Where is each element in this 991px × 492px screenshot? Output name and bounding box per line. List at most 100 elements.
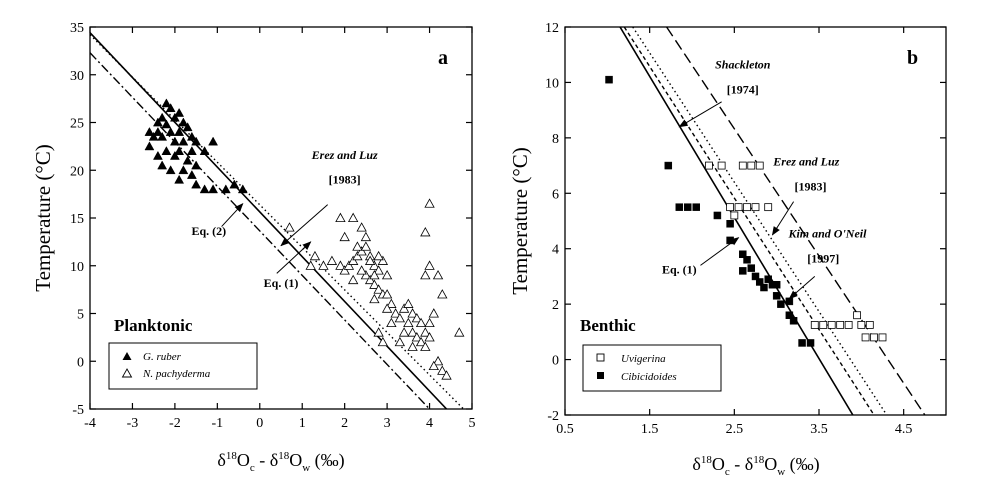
y-tick-label: 5 — [77, 308, 84, 323]
point-g-ruber — [157, 160, 168, 170]
point-cibicidoides — [789, 317, 798, 325]
point-g-ruber — [152, 150, 163, 160]
x-tick-label: 1 — [299, 416, 306, 431]
point-n-pachyderma — [428, 360, 439, 371]
point-g-ruber — [174, 127, 185, 136]
panel-b-points — [605, 75, 887, 347]
point-n-pachyderma — [420, 269, 431, 280]
point-g-ruber — [191, 136, 202, 146]
point-cibicidoides — [751, 272, 760, 281]
point-uvigerina — [747, 161, 756, 170]
point-n-pachyderma — [424, 260, 435, 270]
point-g-ruber — [144, 127, 155, 136]
point-uvigerina — [827, 321, 836, 329]
point-g-ruber — [208, 136, 219, 146]
line-shackleton-1974 — [666, 27, 926, 415]
point-n-pachyderma — [352, 241, 363, 251]
point-n-pachyderma — [415, 336, 427, 347]
point-cibicidoides — [747, 264, 756, 272]
point-g-ruber — [237, 184, 248, 194]
point-cibicidoides — [739, 267, 747, 275]
panel-b-label: b — [907, 47, 918, 69]
y-tick-label: 6 — [552, 187, 559, 202]
y-tick-label: 30 — [70, 69, 84, 84]
point-n-pachyderma — [390, 308, 401, 318]
panel-b-xlabel: δ18Oc - δ18Ow (‰) — [692, 454, 819, 478]
point-g-ruber — [191, 160, 202, 170]
point-n-pachyderma — [386, 317, 397, 328]
arrow-erez-luz — [771, 201, 795, 236]
point-g-ruber — [229, 179, 240, 189]
y-tick-label: -5 — [72, 403, 84, 418]
panel-a-lines — [90, 32, 465, 409]
point-n-pachyderma — [347, 274, 359, 285]
point-uvigerina — [734, 203, 743, 212]
line-eq-1 — [90, 32, 448, 409]
point-n-pachyderma — [424, 332, 435, 342]
point-g-ruber — [182, 155, 193, 165]
arrow-kim-oneil — [788, 276, 816, 300]
point-n-pachyderma — [411, 312, 423, 323]
point-n-pachyderma — [369, 269, 380, 280]
point-n-pachyderma — [284, 222, 295, 232]
panel-a: -4 -3 -2 -1 0 1 2 3 4 5 -5 0 5 10 15 20 25 30 35 Erez and … — [31, 21, 476, 474]
point-g-ruber — [152, 127, 163, 136]
annotation-eq1: Eq. (1) — [264, 276, 299, 290]
panel-b-legend: Uvigerina Cibicidoides — [582, 344, 722, 392]
point-g-ruber — [161, 146, 172, 155]
annotation-erez-luz-year: [1983] — [795, 180, 827, 194]
point-n-pachyderma — [420, 341, 431, 351]
y-tick-label: 10 — [70, 260, 84, 275]
point-n-pachyderma — [339, 231, 350, 242]
x-tick-label: 2 — [341, 416, 348, 431]
point-uvigerina — [726, 203, 734, 212]
point-n-pachyderma — [326, 255, 338, 265]
point-n-pachyderma — [335, 260, 346, 270]
y-tick-label: 2 — [552, 298, 559, 313]
point-cibicidoides — [713, 211, 722, 220]
point-n-pachyderma — [373, 327, 384, 337]
point-n-pachyderma — [424, 198, 435, 208]
point-uvigerina — [844, 321, 853, 329]
panel-a-legend: G. ruber N. pachyderma — [108, 342, 258, 390]
point-g-ruber — [157, 131, 168, 141]
point-n-pachyderma — [373, 265, 384, 275]
point-n-pachyderma — [318, 260, 329, 270]
x-tick-label: 4.5 — [895, 422, 913, 437]
x-tick-label: 1.5 — [641, 422, 659, 437]
point-n-pachyderma — [360, 269, 372, 280]
point-g-ruber — [165, 103, 176, 113]
point-cibicidoides — [726, 220, 734, 228]
point-g-ruber — [148, 131, 159, 141]
point-n-pachyderma — [420, 227, 431, 237]
point-uvigerina — [705, 161, 713, 170]
x-tick-label: 5 — [469, 416, 476, 431]
point-n-pachyderma — [356, 265, 367, 275]
y-tick-label: 35 — [70, 21, 84, 36]
point-n-pachyderma — [437, 289, 448, 299]
point-uvigerina — [836, 321, 845, 329]
point-uvigerina — [810, 321, 819, 329]
annotation-erez-luz: Erez and Luz — [311, 148, 378, 162]
point-g-ruber — [161, 98, 172, 108]
y-tick-label: -2 — [547, 409, 559, 424]
y-tick-label: 12 — [545, 21, 559, 36]
point-g-ruber — [157, 112, 168, 122]
point-cibicidoides — [772, 292, 781, 300]
y-tick-label: 15 — [70, 212, 84, 227]
point-uvigerina — [865, 321, 874, 329]
x-tick-label: 4 — [426, 416, 433, 431]
arrow-eq2 — [221, 203, 244, 227]
point-n-pachyderma — [369, 279, 380, 289]
panel-a-title: Planktonic — [114, 316, 193, 335]
panel-a-arrows — [221, 203, 329, 274]
point-cibicidoides — [692, 203, 700, 211]
annotation-kim-oneil-year: [1997] — [807, 252, 839, 266]
point-cibicidoides — [785, 311, 794, 319]
annotation-eq2: Eq. (2) — [192, 224, 227, 238]
point-g-ruber — [191, 179, 202, 189]
point-cibicidoides — [777, 300, 785, 308]
x-tick-label: 3 — [384, 416, 391, 431]
point-g-ruber — [165, 127, 176, 136]
point-n-pachyderma — [369, 293, 380, 304]
